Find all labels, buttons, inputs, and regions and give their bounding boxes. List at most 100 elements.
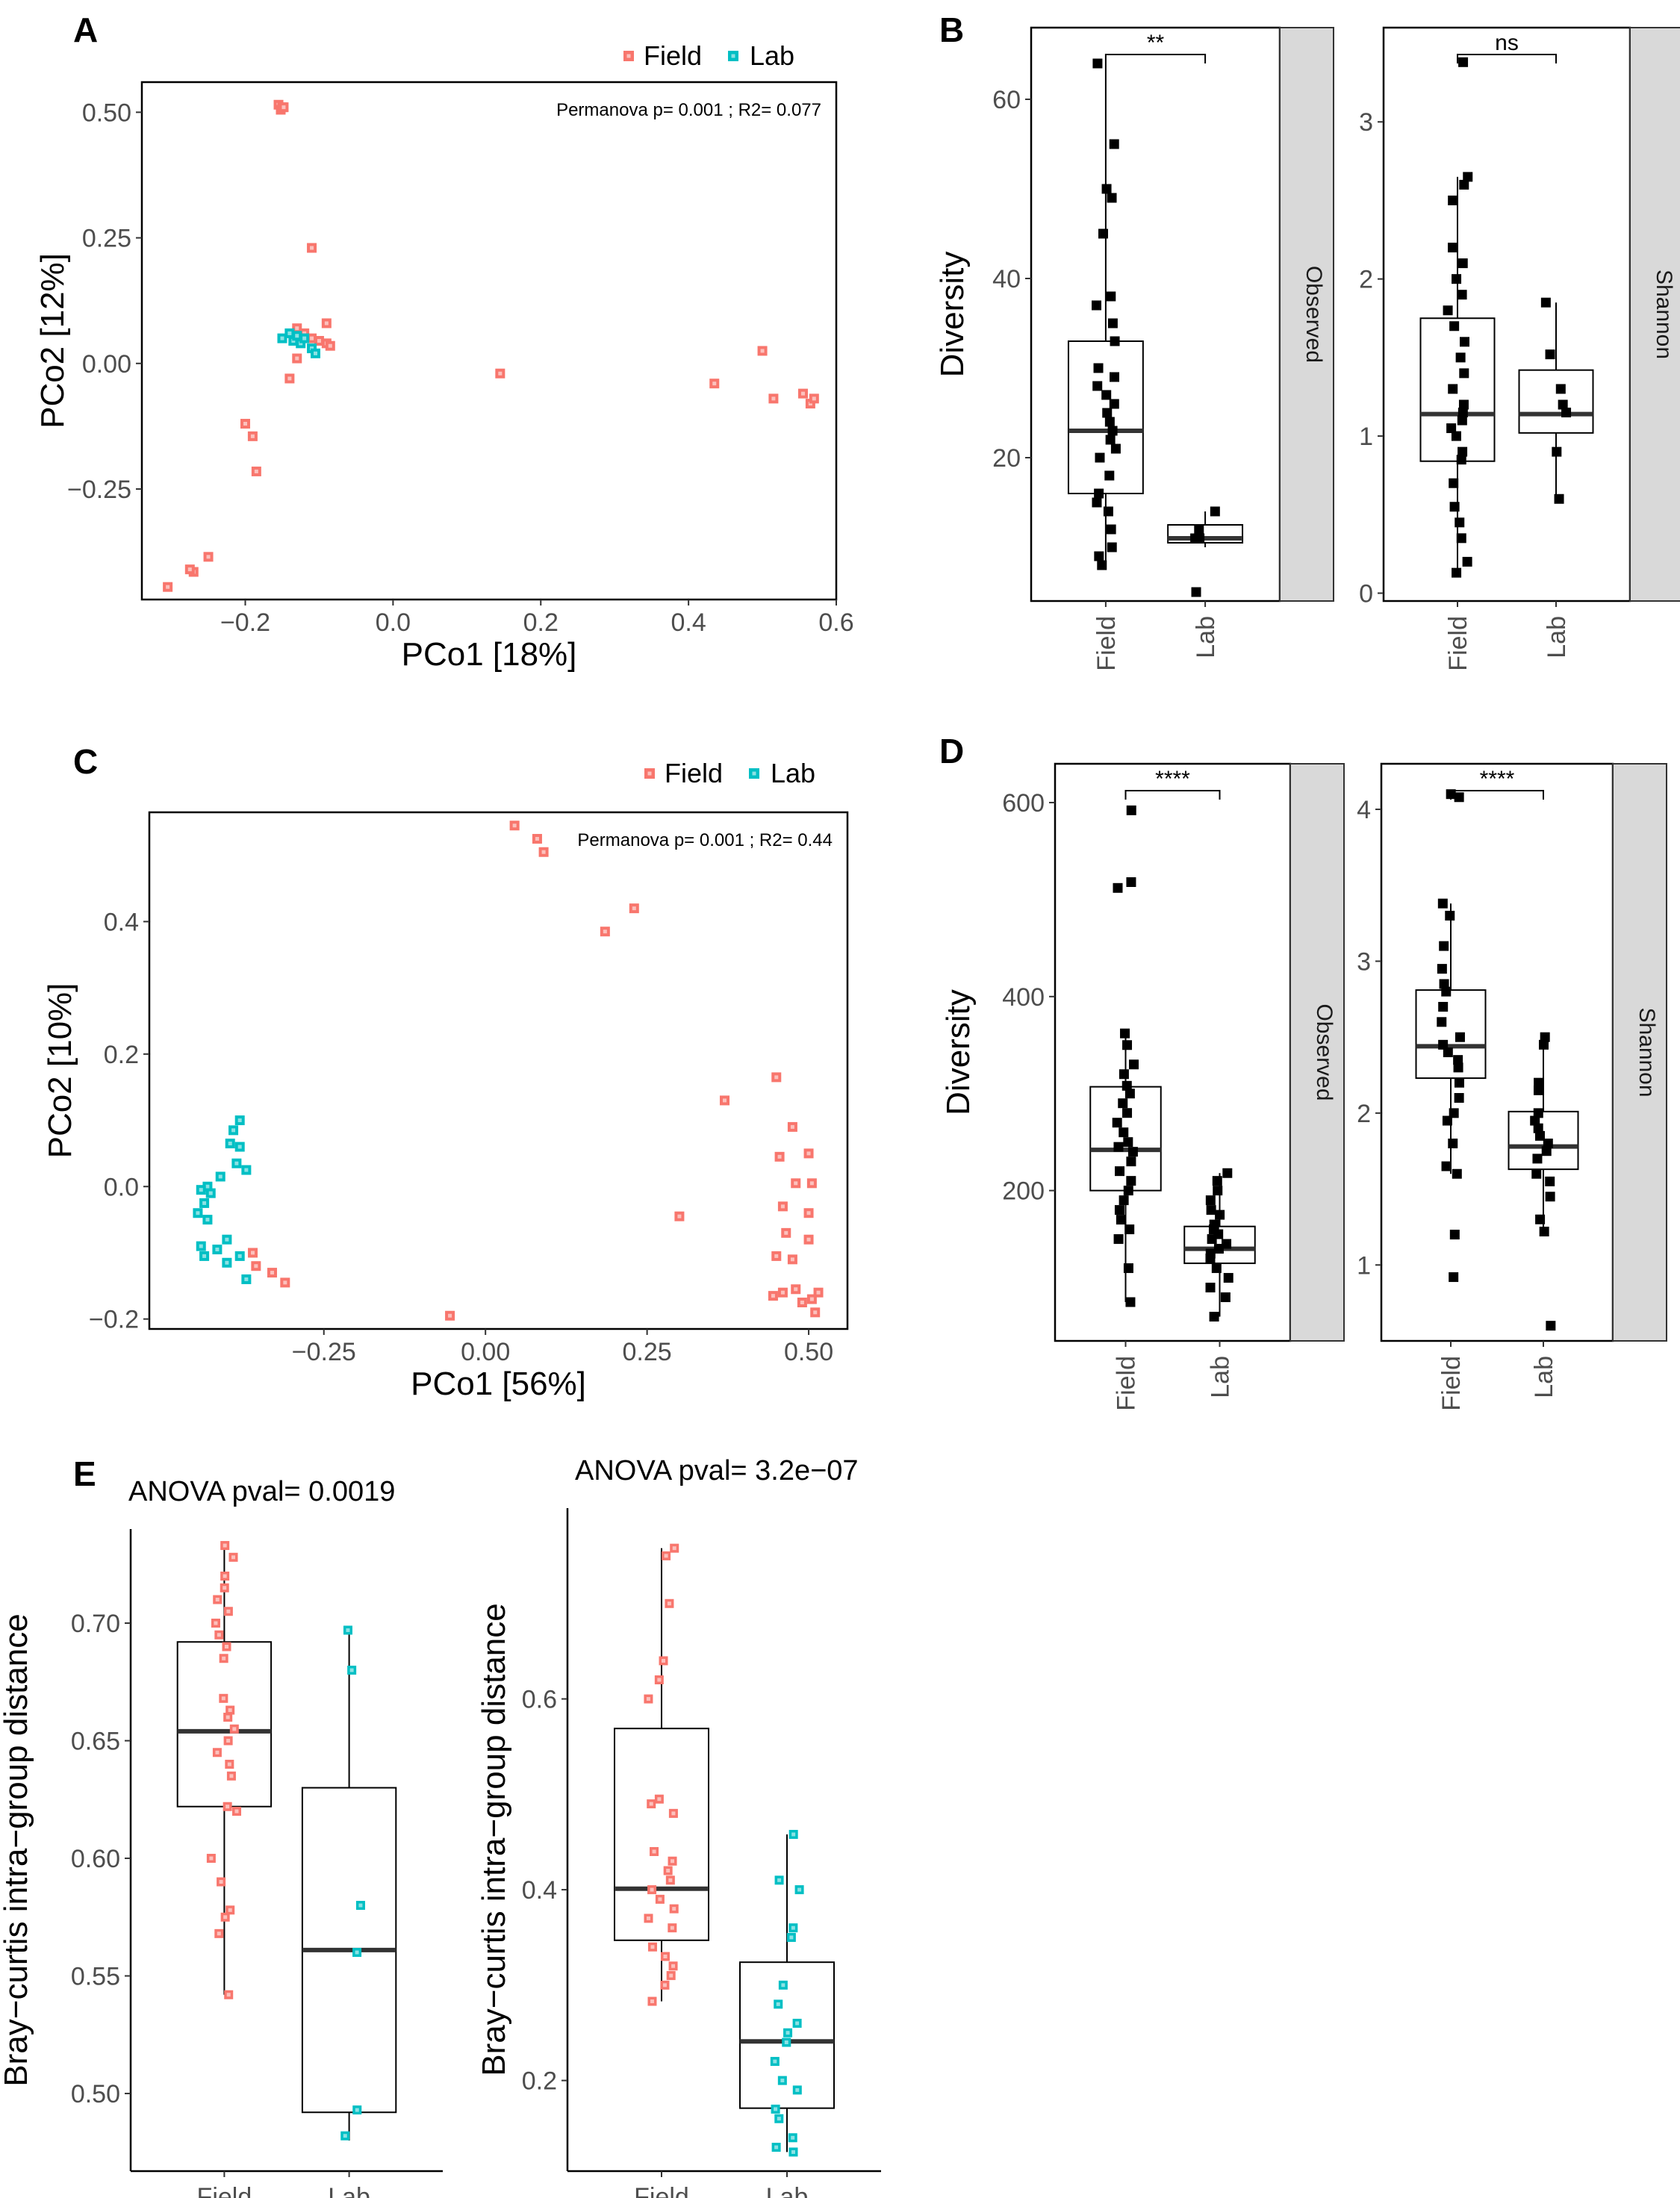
data-point-lab: [1543, 1139, 1553, 1149]
data-point-field-core: [662, 1658, 666, 1663]
y-tick-label: 0.00: [82, 350, 131, 379]
data-point-field: [1104, 470, 1115, 481]
data-point-field: [1092, 497, 1102, 508]
data-point-field: [1439, 979, 1449, 989]
data-point-field-core: [646, 1697, 650, 1702]
data-point-field: [1101, 390, 1112, 400]
boxplot-panel-D-2: Shannon 1 2 3 4 Field Lab ****: [1357, 762, 1667, 1411]
point-lab-core: [202, 1201, 207, 1205]
significance-bracket: [1450, 790, 1544, 800]
legend-C: Field Lab: [644, 758, 815, 788]
data-point-lab: [1540, 297, 1551, 308]
point-lab-core: [225, 1237, 229, 1242]
data-point-field: [1092, 381, 1103, 391]
data-point-lab: [1213, 1244, 1224, 1254]
point-field-core: [809, 1297, 814, 1301]
boxplot-panel-E-2: 0.2 0.4 0.6 Field Lab ANOVA pval= 3.2e−07 Bray…: [476, 1455, 881, 2198]
data-point-lab: [1212, 1176, 1222, 1186]
data-point-field-core: [231, 1555, 236, 1560]
point-lab-core: [287, 331, 292, 335]
data-point-field-core: [226, 1739, 231, 1743]
data-point-lab-core: [777, 2117, 781, 2121]
legend-swatch-lab-core: [731, 54, 735, 58]
point-lab-core: [314, 351, 317, 355]
data-point-field-core: [667, 1601, 671, 1606]
point-lab-core: [218, 1174, 223, 1179]
x-tick-label: Field: [634, 2183, 689, 2198]
point-lab-core: [199, 1188, 203, 1192]
x-tick-label: Lab: [1207, 1356, 1235, 1398]
data-point-field: [1124, 1089, 1135, 1099]
data-point-field: [1459, 337, 1469, 347]
data-point-field: [1446, 423, 1457, 434]
data-point-field-core: [671, 1964, 676, 1968]
x-tick-label: 0.25: [623, 1338, 672, 1366]
data-point-lab-core: [343, 2134, 347, 2138]
data-point-lab: [1532, 1154, 1543, 1164]
data-point-field-core: [223, 1915, 228, 1920]
y-tick-label: 1: [1359, 423, 1373, 451]
point-field-core: [283, 1280, 287, 1285]
data-point-lab: [1540, 1032, 1550, 1042]
y-axis-label: Diversity: [940, 989, 977, 1115]
data-point-field: [1448, 1139, 1458, 1149]
data-point-field: [1123, 1137, 1133, 1148]
y-tick-label: 3: [1357, 947, 1371, 976]
data-point-field: [1449, 478, 1459, 488]
x-tick-label: −0.2: [220, 608, 270, 637]
y-tick-label: 60: [992, 86, 1021, 114]
data-point-lab-core: [795, 2021, 800, 2026]
data-point-field: [1449, 502, 1460, 512]
facet-strip: [1279, 27, 1334, 602]
data-point-lab: [1222, 1239, 1232, 1249]
legend-label-lab: Lab: [771, 758, 815, 788]
point-lab-core: [199, 1244, 203, 1248]
data-point-field: [1456, 455, 1466, 465]
data-point-lab: [1539, 1227, 1549, 1237]
data-point-field: [1455, 517, 1465, 528]
boxplot-panel-B-2: Shannon 0 1 2 3 Field Lab ns: [1359, 26, 1680, 671]
point-field-core: [324, 321, 329, 326]
data-point-field: [1448, 384, 1458, 394]
legend-label-field: Field: [665, 758, 723, 788]
data-point-lab: [1545, 1192, 1555, 1202]
point-field-core: [816, 1290, 821, 1295]
y-tick-label: 200: [1002, 1177, 1045, 1206]
pcoa-panel-C: −0.25 0.00 0.25 0.50 −0.2 0.0 0.2 0.4 PCo1 [56%]…: [42, 811, 849, 1402]
point-lab-core: [280, 336, 284, 340]
data-point-field-core: [215, 1750, 220, 1755]
x-tick-label: 0.0: [376, 608, 411, 637]
data-point-field: [1463, 172, 1473, 182]
x-tick-label: Field: [1437, 1356, 1466, 1411]
data-point-field: [1113, 1142, 1124, 1152]
y-axis-label: Diversity: [934, 252, 971, 378]
data-point-field: [1453, 1062, 1463, 1073]
data-point-field-core: [225, 1715, 230, 1719]
data-point-lab: [1222, 1168, 1233, 1178]
y-tick-label: 600: [1002, 789, 1045, 818]
x-tick-label: 0.50: [784, 1338, 833, 1366]
y-tick-label: 0.65: [71, 1728, 120, 1756]
data-point-lab: [1538, 1039, 1549, 1050]
data-point-lab: [1555, 384, 1566, 394]
data-point-lab: [1205, 1195, 1216, 1206]
point-field-core: [287, 376, 292, 381]
y-tick-label: 0.25: [82, 225, 131, 253]
point-field-core: [806, 1151, 811, 1156]
data-point-field: [1122, 1108, 1133, 1118]
data-point-field: [1126, 805, 1136, 815]
y-tick-label: 0.60: [71, 1845, 120, 1873]
data-point-field: [1103, 506, 1113, 517]
y-tick-label: 0.2: [104, 1041, 139, 1069]
data-point-field-core: [666, 1869, 671, 1873]
point-field-core: [250, 434, 255, 438]
point-field-core: [310, 336, 314, 340]
point-field-core: [800, 1301, 804, 1305]
data-point-field-core: [671, 1811, 676, 1816]
data-point-lab: [1530, 1115, 1540, 1126]
data-point-field: [1116, 1215, 1126, 1225]
point-lab-core: [237, 1254, 242, 1258]
data-point-field: [1459, 179, 1469, 190]
data-point-field: [1126, 877, 1136, 887]
data-point-field-core: [225, 1645, 229, 1649]
